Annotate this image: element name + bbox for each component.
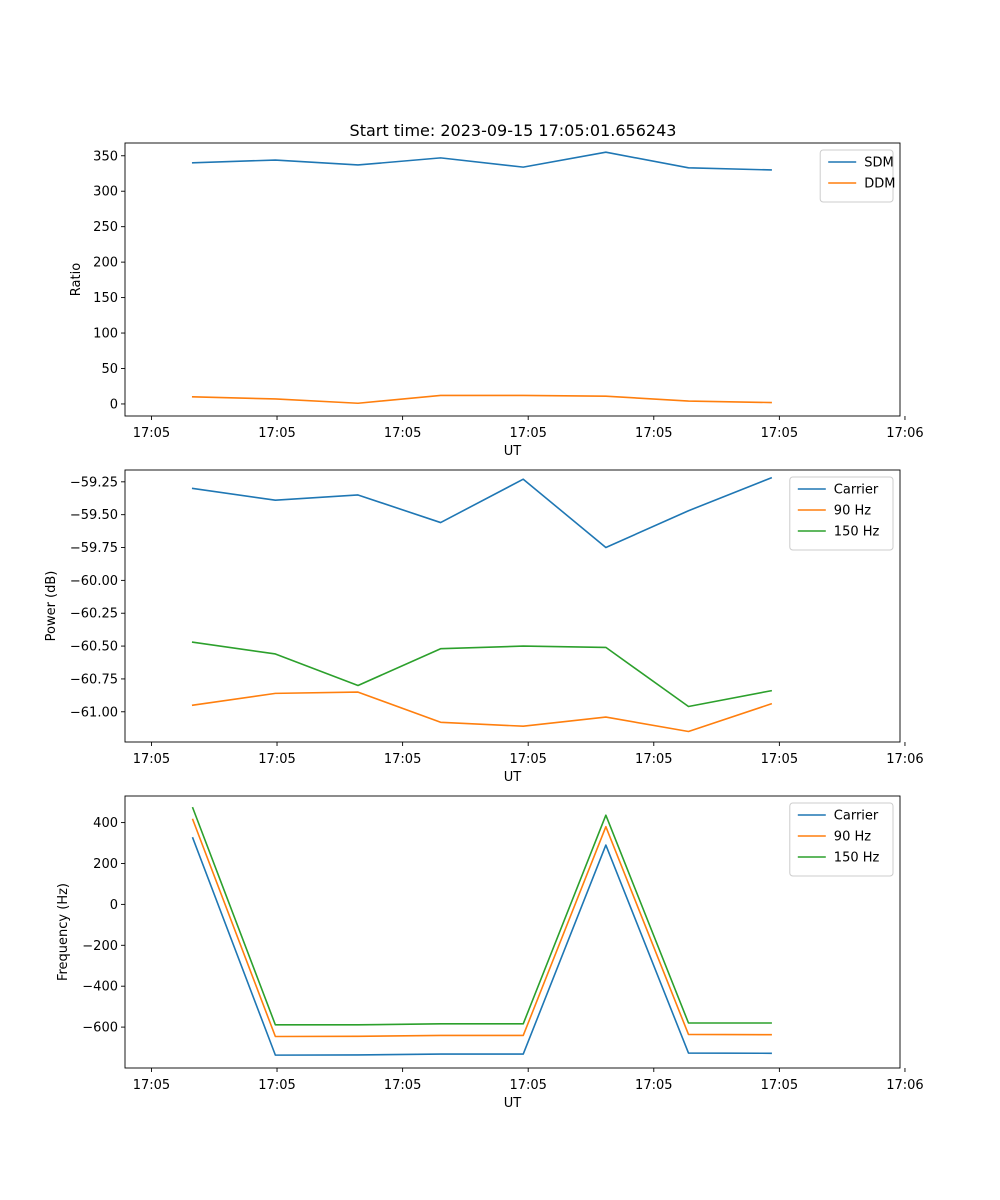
- power-ytick-label: −59.50: [70, 508, 118, 523]
- power-xtick-label: 17:05: [509, 752, 546, 767]
- frequency-xtick-label: 17:05: [761, 1078, 798, 1093]
- figure-title: Start time: 2023-09-15 17:05:01.656243: [350, 121, 677, 140]
- ratio-xtick-label: 17:05: [635, 426, 672, 441]
- frequency-ytick-label: 200: [93, 857, 118, 872]
- power-ytick-label: −61.00: [70, 705, 118, 720]
- power-yaxis-title: Power (dB): [44, 571, 59, 642]
- power-legend-label: Carrier: [834, 483, 879, 498]
- frequency-subplot: 17:05 17:05 17:05 17:05 17:05 17:05 17:06 −600 −…: [56, 795, 924, 1111]
- ratio-ytick-label: 350: [93, 149, 118, 164]
- frequency-xtick-label: 17:06: [886, 1078, 923, 1093]
- frequency-ytick-label: 0: [110, 898, 118, 913]
- frequency-series-carrier-line: [191, 836, 772, 1056]
- frequency-ytick-label: 400: [93, 816, 118, 831]
- ratio-xtick-label: 17:06: [886, 426, 923, 441]
- power-ytick-label: −59.75: [70, 541, 118, 556]
- frequency-ytick-label: −200: [82, 939, 118, 954]
- power-xtick-label: 17:05: [133, 752, 170, 767]
- power-ytick-label: −60.75: [70, 672, 118, 687]
- ratio-ytick-label: 50: [101, 362, 118, 377]
- ratio-legend-box: [819, 149, 894, 203]
- frequency-legend-label: 150 Hz: [834, 851, 880, 866]
- ratio-series-sdm-line: [191, 151, 772, 171]
- power-xaxis-title: UT: [504, 770, 522, 785]
- frequency-xtick-label: 17:05: [258, 1078, 295, 1093]
- power-series-150-hz-line: [191, 641, 773, 708]
- power-ytick-label: −60.25: [70, 607, 118, 622]
- ratio-ytick-label: 150: [93, 291, 118, 306]
- ratio-legend-label: DDM: [864, 177, 895, 192]
- power-legend-label: 90 Hz: [834, 504, 871, 519]
- ratio-ytick-label: 0: [110, 397, 118, 412]
- ratio-yaxis-title: Ratio: [69, 263, 84, 296]
- ratio-ytick-label: 300: [93, 185, 118, 200]
- ratio-xaxis-title: UT: [504, 444, 522, 459]
- ratio-xtick-label: 17:05: [384, 426, 421, 441]
- ratio-ytick-label: 100: [93, 327, 118, 342]
- ratio-xtick-label: 17:05: [509, 426, 546, 441]
- ratio-axes-frame: [124, 142, 901, 417]
- frequency-ytick-label: −600: [82, 1021, 118, 1036]
- power-ytick-label: −60.50: [70, 640, 118, 655]
- ratio-series-ddm-line: [191, 394, 772, 405]
- power-ytick-label: −60.00: [70, 574, 118, 589]
- frequency-xtick-label: 17:05: [509, 1078, 546, 1093]
- ratio-subplot: 17:05 17:05 17:05 17:05 17:05 17:05 17:06 0 50 10…: [69, 142, 924, 459]
- ratio-xtick-label: 17:05: [761, 426, 798, 441]
- frequency-xaxis-title: UT: [504, 1096, 522, 1111]
- power-xtick-label: 17:06: [886, 752, 923, 767]
- power-legend: Carrier 90 Hz 150 Hz: [789, 476, 894, 551]
- ratio-legend-label: SDM: [864, 156, 893, 171]
- frequency-ytick-label: −400: [82, 980, 118, 995]
- frequency-series-150-hz-line: [191, 806, 772, 1026]
- power-subplot: 17:05 17:05 17:05 17:05 17:05 17:05 17:06 −59.2…: [44, 469, 924, 785]
- power-xtick-label: 17:05: [635, 752, 672, 767]
- power-ytick-label: −59.25: [70, 475, 118, 490]
- power-xtick-label: 17:05: [258, 752, 295, 767]
- frequency-legend: Carrier 90 Hz 150 Hz: [789, 802, 894, 877]
- power-series-90-hz-line: [191, 691, 773, 733]
- ratio-ytick-label: 200: [93, 256, 118, 271]
- power-xtick-label: 17:05: [384, 752, 421, 767]
- power-series-carrier-line: [191, 476, 773, 549]
- frequency-legend-label: 90 Hz: [834, 830, 871, 845]
- ratio-legend: SDM DDM: [819, 149, 895, 203]
- ratio-xtick-label: 17:05: [258, 426, 295, 441]
- ratio-xtick-label: 17:05: [133, 426, 170, 441]
- frequency-xtick-label: 17:05: [384, 1078, 421, 1093]
- frequency-yaxis-title: Frequency (Hz): [56, 883, 71, 981]
- power-legend-label: 150 Hz: [834, 525, 880, 540]
- frequency-legend-label: Carrier: [834, 809, 879, 824]
- ratio-ytick-label: 250: [93, 220, 118, 235]
- power-axes-frame: [124, 469, 901, 743]
- frequency-xtick-label: 17:05: [133, 1078, 170, 1093]
- power-xtick-label: 17:05: [761, 752, 798, 767]
- frequency-xtick-label: 17:05: [635, 1078, 672, 1093]
- frequency-series-90-hz-line: [191, 818, 772, 1038]
- frequency-axes-frame: [124, 795, 901, 1069]
